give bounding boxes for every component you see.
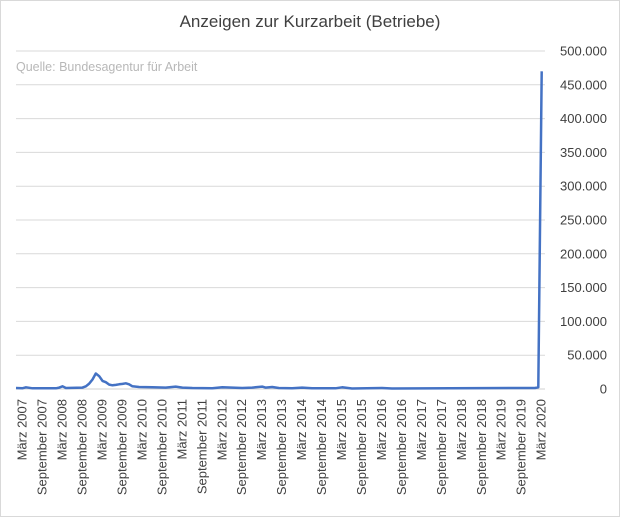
y-tick-label: 100.000 [560, 314, 607, 329]
x-tick-label: September 2008 [75, 399, 90, 495]
x-tick-label: März 2007 [15, 399, 30, 460]
x-axis-tick-labels: März 2007 September 2007 März 2008 Septembe… [15, 399, 549, 495]
x-tick-label: März 2014 [294, 399, 309, 460]
y-tick-label: 250.000 [560, 213, 607, 228]
x-tick-label: März 2015 [334, 399, 349, 460]
x-tick-label: September 2010 [154, 399, 169, 495]
x-tick-label: März 2018 [454, 399, 469, 460]
x-tick-label: September 2016 [394, 399, 409, 495]
x-tick-label: März 2019 [494, 399, 509, 460]
x-tick-label: März 2020 [534, 399, 549, 460]
chart-title: Anzeigen zur Kurzarbeit (Betriebe) [179, 12, 441, 31]
y-tick-label: 450.000 [560, 77, 607, 92]
x-tick-label: März 2016 [374, 399, 389, 460]
x-tick-label: September 2017 [434, 399, 449, 495]
x-tick-label: September 2009 [115, 399, 130, 495]
y-tick-label: 400.000 [560, 111, 607, 126]
y-tick-label: 350.000 [560, 145, 607, 160]
x-tick-label: März 2017 [414, 399, 429, 460]
x-tick-label: September 2013 [274, 399, 289, 495]
x-tick-label: März 2013 [254, 399, 269, 460]
y-tick-label: 150.000 [560, 280, 607, 295]
y-tick-label: 50.000 [567, 348, 607, 363]
series-line [15, 71, 543, 390]
x-tick-label: September 2012 [234, 399, 249, 495]
x-tick-label: März 2009 [95, 399, 110, 460]
y-tick-label: 200.000 [560, 246, 607, 261]
x-tick-label: September 2007 [35, 399, 50, 495]
y-tick-label: 0 [600, 382, 607, 397]
x-tick-label: September 2018 [474, 399, 489, 495]
x-tick-label: September 2019 [514, 399, 529, 495]
x-tick-label: September 2015 [354, 399, 369, 495]
y-axis-tick-labels: 0 50.000 100.000 150.000 200.000 250.000 300.0… [560, 44, 607, 397]
y-tick-label: 300.000 [560, 179, 607, 194]
x-tick-label: März 2012 [214, 399, 229, 460]
x-tick-label: März 2010 [134, 399, 149, 460]
gridlines [16, 50, 545, 390]
x-tick-label: März 2008 [55, 399, 70, 460]
x-tick-label: September 2014 [314, 399, 329, 495]
source-note: Quelle: Bundesagentur für Arbeit [16, 60, 198, 74]
x-tick-label: September 2011 [194, 399, 209, 494]
x-tick-label: März 2011 [174, 399, 189, 459]
y-tick-label: 500.000 [560, 44, 607, 59]
series-group [15, 71, 543, 390]
